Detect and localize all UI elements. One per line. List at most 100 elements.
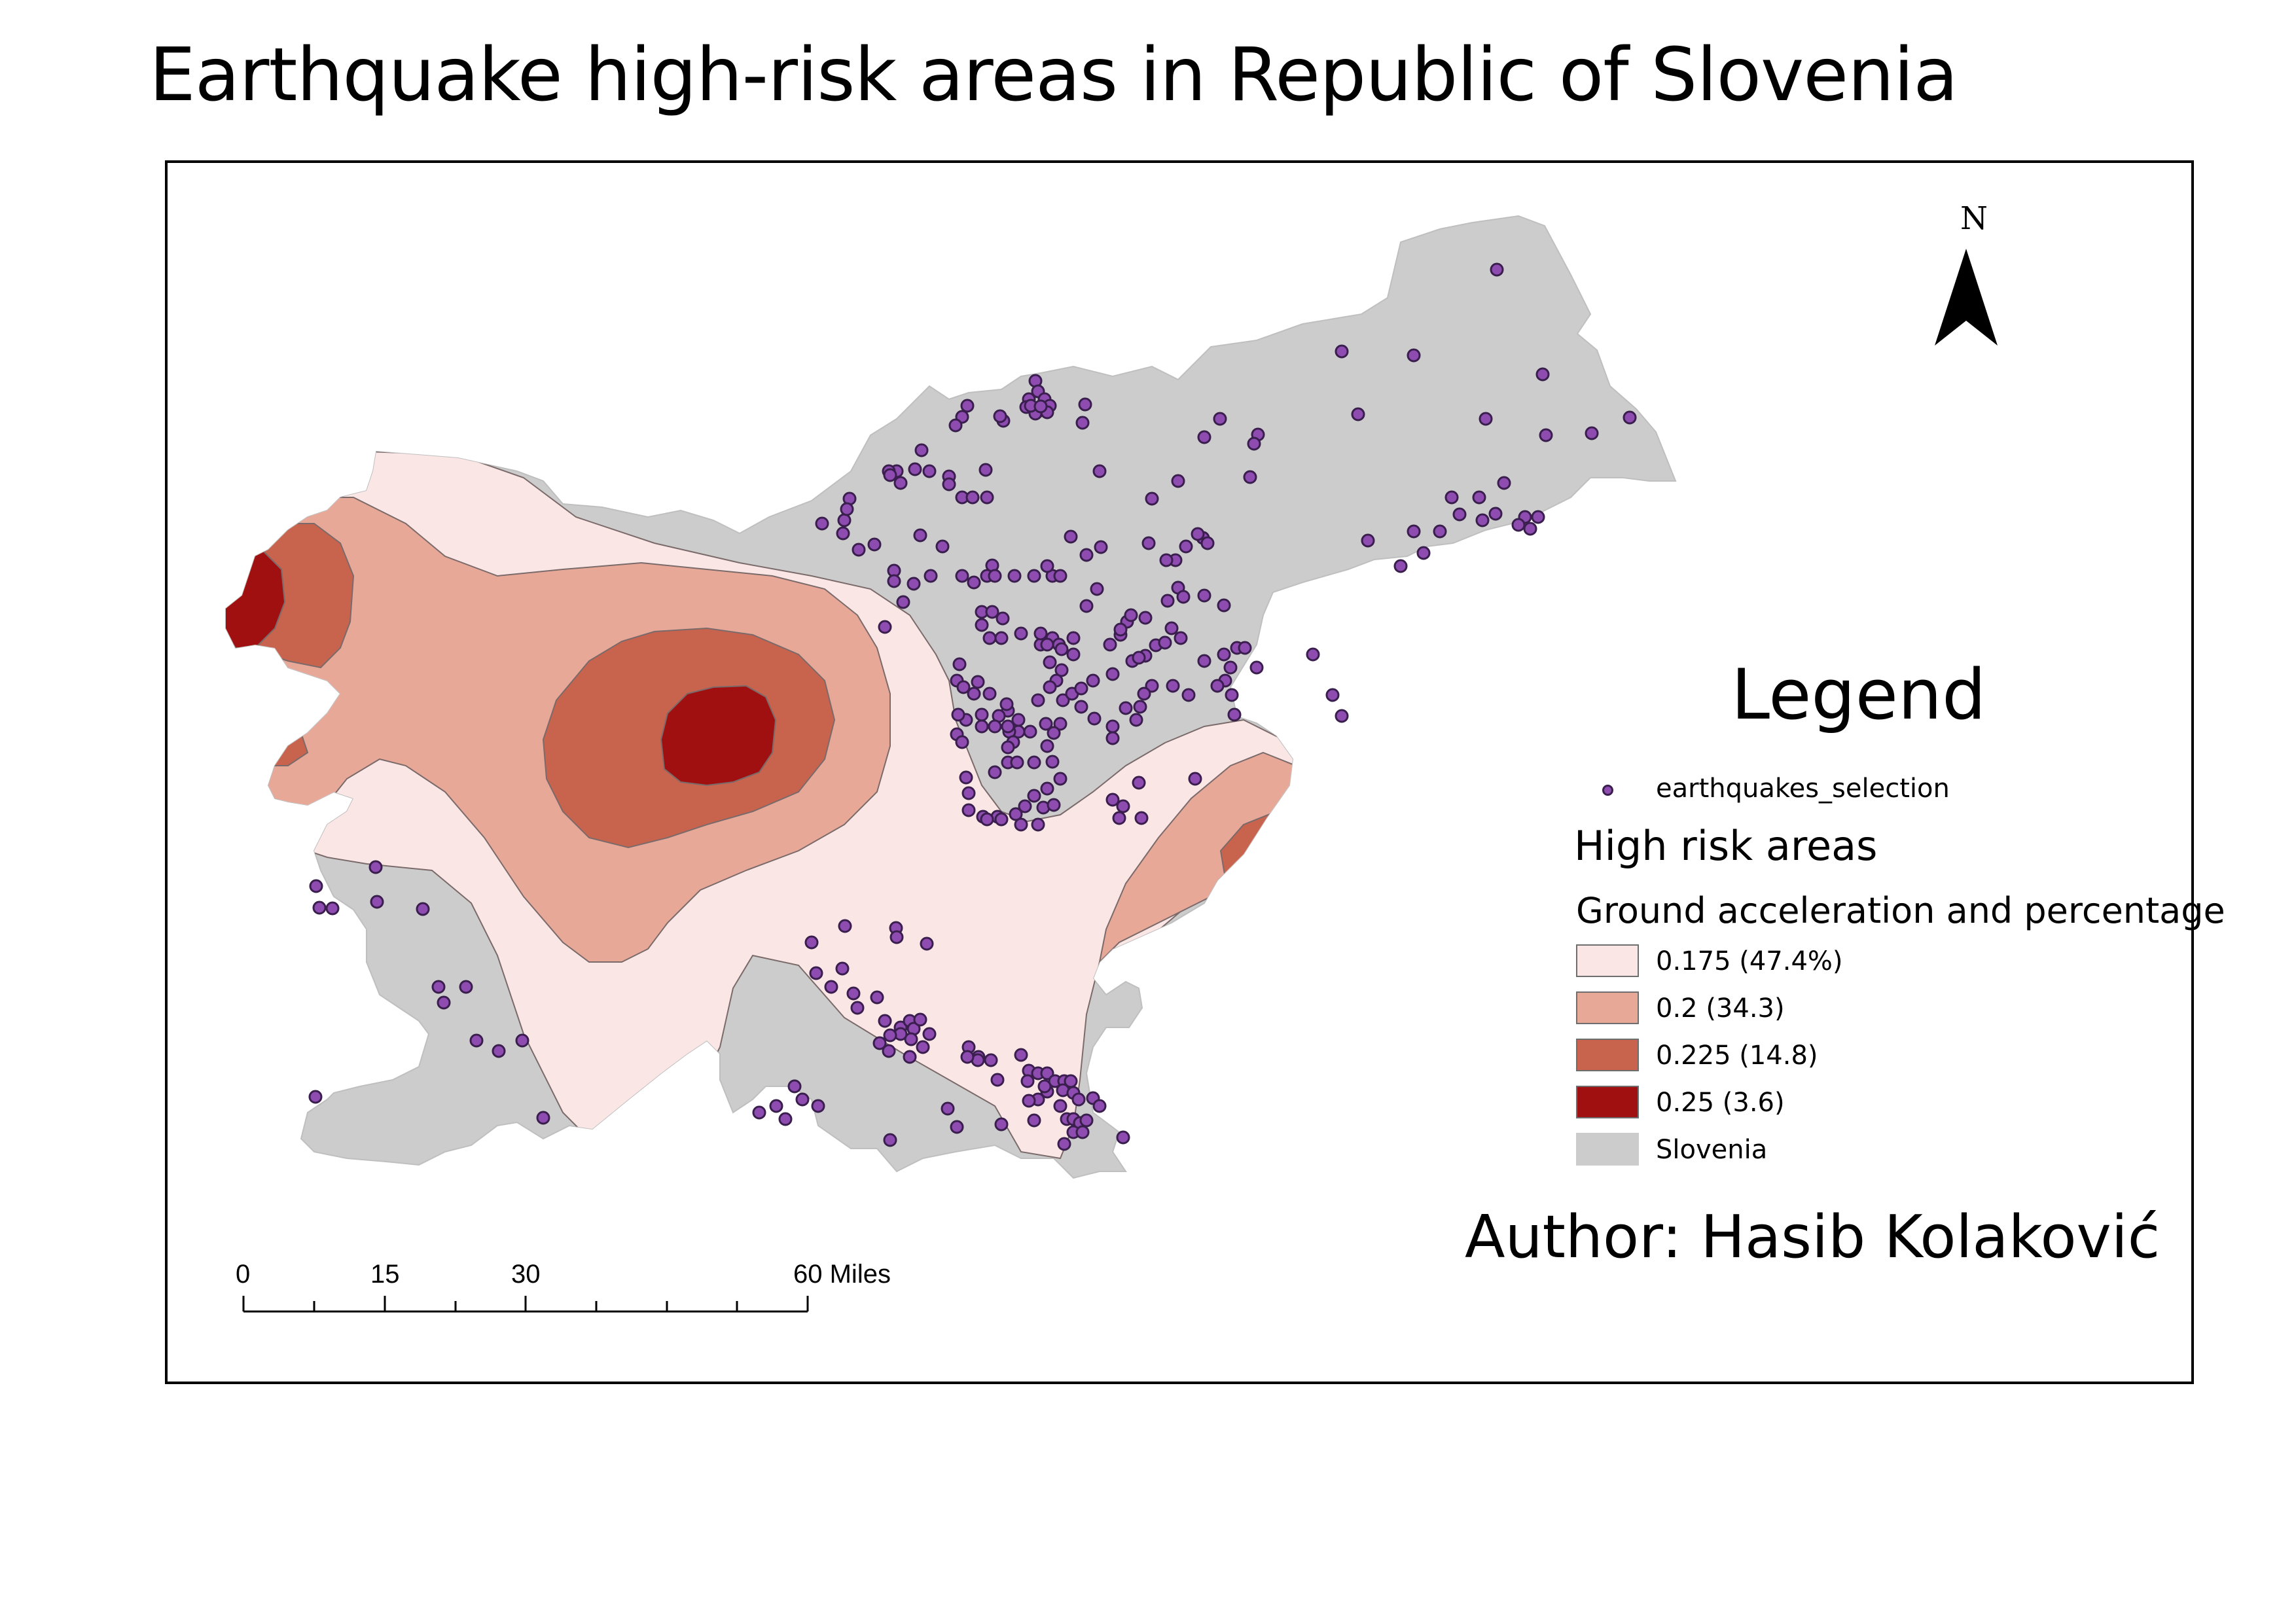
earthquake-point (922, 464, 937, 478)
earthquake-point (906, 577, 921, 591)
earthquake-point (1452, 507, 1467, 522)
earthquake-point (956, 680, 971, 694)
earthquake-point (1043, 680, 1057, 694)
earthquake-point (1393, 559, 1408, 573)
earthquake-point (1079, 1113, 1094, 1128)
legend-base-label: Slovenia (1656, 1135, 1768, 1165)
earthquake-point (942, 477, 956, 491)
earthquake-point (1166, 679, 1180, 693)
earthquake-point (787, 1079, 802, 1094)
earthquake-point (536, 1111, 550, 1125)
earthquake-point (1057, 1137, 1071, 1151)
earthquake-point (870, 990, 884, 1005)
earthquake-point (1040, 637, 1054, 652)
earthquake-point (1119, 701, 1133, 715)
earthquake-point (1014, 626, 1028, 641)
earthquake-point (1210, 679, 1225, 693)
earthquake-point (1133, 700, 1147, 714)
earthquake-point (1040, 739, 1054, 753)
earthquake-point (1181, 688, 1196, 702)
earthquake-point (1174, 631, 1188, 645)
earthquake-point (878, 1014, 892, 1028)
earthquake-point (1497, 476, 1511, 490)
earthquake-point (370, 895, 384, 909)
scalebar-label-0: 0 (236, 1260, 251, 1289)
earthquake-point (950, 1120, 964, 1134)
earthquake-point (1075, 1125, 1090, 1139)
map-frame (165, 160, 2194, 1384)
earthquake-point (1407, 524, 1421, 539)
earthquake-point (809, 966, 823, 980)
earthquake-point (948, 418, 963, 433)
earthquake-point (975, 707, 989, 722)
earthquake-point (1113, 622, 1128, 637)
earthquake-point (1116, 799, 1130, 813)
earthquake-point (1141, 536, 1156, 550)
earthquake-point (922, 1027, 937, 1041)
earthquake-point (994, 1117, 1009, 1132)
legend-class-label-025: 0.25 (3.6) (1656, 1088, 1785, 1118)
earthquake-point (1078, 397, 1092, 412)
earthquake-point (815, 516, 829, 531)
earthquake-point (1188, 772, 1202, 786)
earthquake-point (1027, 1113, 1041, 1128)
earthquake-point-icon (1602, 785, 1613, 796)
earthquake-points-layer (308, 262, 1637, 1151)
earthquake-point (1171, 474, 1185, 488)
scalebar-label-60: 60 Miles (793, 1260, 891, 1289)
earthquake-point (1027, 789, 1041, 803)
earthquake-point (459, 980, 473, 994)
earthquake-point (988, 569, 1002, 583)
earthquake-point (1071, 1092, 1086, 1107)
legend-class-label-02: 0.2 (34.3) (1656, 993, 1785, 1024)
earthquake-point (908, 462, 922, 476)
earthquake-point (437, 995, 451, 1010)
earthquake-point (1138, 611, 1153, 625)
earthquake-point (1053, 569, 1067, 583)
earthquake-point (959, 770, 973, 785)
earthquake-point (1488, 507, 1503, 521)
earthquake-point (1022, 1094, 1036, 1108)
earthquake-point (867, 537, 882, 552)
earthquake-point (1200, 536, 1215, 550)
earthquake-point (1074, 700, 1088, 714)
earthquake-point (920, 936, 934, 951)
earthquake-point (1531, 510, 1545, 524)
earthquake-point (1105, 731, 1120, 745)
earthquake-point (978, 463, 993, 477)
earthquake-point (893, 476, 908, 490)
earthquake-point (960, 1050, 975, 1064)
legend-title: Legend (1731, 654, 1986, 735)
earthquake-point (836, 526, 850, 541)
earthquake-point (1407, 348, 1421, 363)
earthquake-point (1040, 781, 1054, 796)
earthquake-point (850, 1001, 865, 1015)
earthquake-point (1054, 663, 1069, 677)
earthquake-point (941, 1101, 955, 1116)
earthquake-point (1031, 817, 1045, 832)
earthquake-point (975, 719, 989, 734)
earthquake-point (1066, 647, 1081, 662)
earthquake-point (965, 490, 980, 505)
earthquake-point (1007, 569, 1022, 583)
earthquake-point (1011, 713, 1026, 727)
earthquake-point (1112, 811, 1126, 825)
earthquake-point (967, 575, 981, 590)
legend-group-title: High risk areas (1574, 822, 1878, 870)
earthquake-point (1027, 755, 1041, 770)
earthquake-point (924, 569, 938, 583)
earthquake-point (1079, 548, 1094, 562)
earthquake-point (914, 443, 929, 457)
earthquake-point (1043, 655, 1057, 669)
earthquake-point (994, 812, 1009, 827)
earthquake-point (1047, 798, 1061, 812)
earthquake-point (1105, 667, 1120, 681)
earthquake-point (961, 786, 976, 800)
earthquake-point (952, 657, 967, 671)
earthquake-point (1145, 679, 1159, 693)
risk-zone-025 (660, 685, 777, 787)
earthquake-point (1623, 410, 1637, 425)
earthquake-point (1105, 719, 1120, 734)
earthquake-point (1001, 719, 1015, 734)
earthquake-point (882, 1044, 896, 1058)
